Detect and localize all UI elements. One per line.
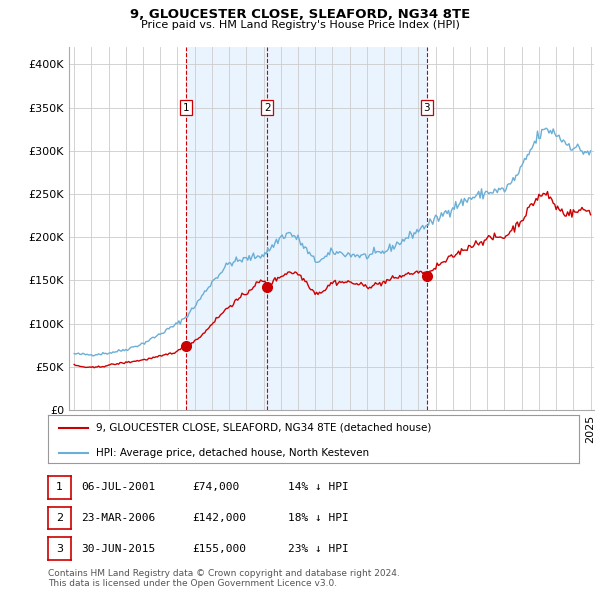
Text: 9, GLOUCESTER CLOSE, SLEAFORD, NG34 8TE: 9, GLOUCESTER CLOSE, SLEAFORD, NG34 8TE (130, 8, 470, 21)
Text: Price paid vs. HM Land Registry's House Price Index (HPI): Price paid vs. HM Land Registry's House … (140, 20, 460, 30)
Text: 9, GLOUCESTER CLOSE, SLEAFORD, NG34 8TE (detached house): 9, GLOUCESTER CLOSE, SLEAFORD, NG34 8TE … (96, 423, 431, 433)
Text: £155,000: £155,000 (192, 544, 246, 553)
Text: 3: 3 (424, 103, 430, 113)
Text: 23-MAR-2006: 23-MAR-2006 (81, 513, 155, 523)
Text: 3: 3 (56, 544, 63, 553)
Text: 1: 1 (56, 483, 63, 492)
Bar (186, 47, 427, 410)
Text: 23% ↓ HPI: 23% ↓ HPI (288, 544, 349, 553)
Text: 30-JUN-2015: 30-JUN-2015 (81, 544, 155, 553)
Text: 06-JUL-2001: 06-JUL-2001 (81, 483, 155, 492)
Text: £142,000: £142,000 (192, 513, 246, 523)
Text: 18% ↓ HPI: 18% ↓ HPI (288, 513, 349, 523)
Text: 14% ↓ HPI: 14% ↓ HPI (288, 483, 349, 492)
Text: 2: 2 (264, 103, 271, 113)
Text: 2: 2 (56, 513, 63, 523)
Text: HPI: Average price, detached house, North Kesteven: HPI: Average price, detached house, Nort… (96, 447, 369, 457)
Text: 1: 1 (183, 103, 190, 113)
Text: £74,000: £74,000 (192, 483, 239, 492)
Text: This data is licensed under the Open Government Licence v3.0.: This data is licensed under the Open Gov… (48, 579, 337, 588)
Text: Contains HM Land Registry data © Crown copyright and database right 2024.: Contains HM Land Registry data © Crown c… (48, 569, 400, 578)
